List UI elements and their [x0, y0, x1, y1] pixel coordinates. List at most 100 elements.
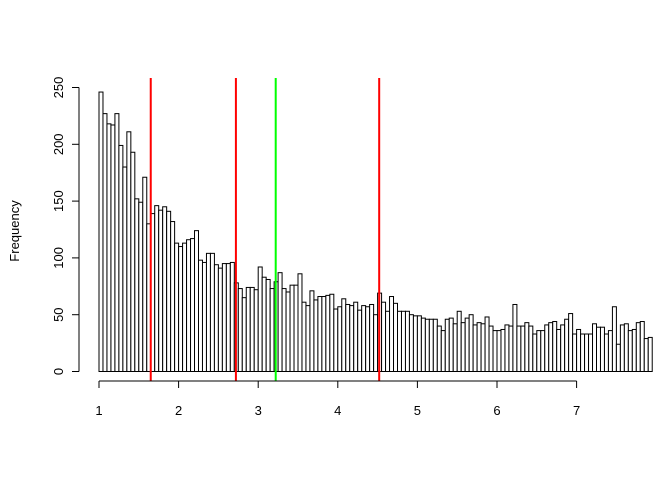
histogram-bar — [166, 210, 172, 372]
x-tick-label: 7 — [573, 403, 580, 418]
histogram-bar — [516, 325, 522, 372]
histogram-bar — [464, 317, 470, 372]
histogram-bar — [619, 324, 625, 373]
x-tick-label: 2 — [175, 403, 182, 418]
histogram-bar — [341, 298, 347, 372]
histogram-bar — [186, 239, 192, 372]
histogram-bar — [289, 284, 295, 372]
histogram-bar — [313, 299, 319, 372]
histogram-bar — [182, 242, 188, 372]
histogram-bar — [584, 333, 590, 373]
histogram-bar — [381, 301, 387, 373]
histogram-bar — [452, 323, 458, 373]
y-axis-title: Frequency — [7, 200, 22, 262]
histogram-bar — [253, 289, 259, 372]
x-tick-label: 6 — [493, 403, 500, 418]
histogram-bar — [568, 313, 574, 372]
y-tick-label: 100 — [51, 247, 66, 269]
histogram-bar — [118, 144, 124, 372]
histogram-bar — [576, 328, 582, 372]
x-tick-label: 4 — [334, 403, 341, 418]
histogram-bar — [623, 323, 629, 373]
histogram-bar — [337, 306, 343, 372]
histogram-bar — [198, 259, 203, 373]
histogram-bar — [269, 288, 275, 373]
histogram-bar — [631, 328, 637, 372]
histogram-bar — [520, 325, 526, 372]
histogram-bar — [154, 205, 160, 372]
histogram-bar — [397, 310, 402, 373]
histogram-bar — [448, 317, 454, 372]
histogram-bar — [440, 330, 446, 373]
histogram-bar — [217, 267, 223, 372]
histogram-bar — [460, 322, 466, 372]
histogram-bar — [480, 323, 486, 373]
histogram-bar — [98, 91, 104, 372]
histogram-bar — [552, 321, 558, 372]
histogram-bar — [178, 246, 184, 372]
histogram-bar — [369, 303, 375, 373]
histogram-bar — [416, 315, 422, 372]
histogram-bar — [588, 333, 594, 373]
histogram-bar — [436, 325, 442, 372]
histogram-bar — [265, 278, 271, 373]
histogram-bar — [293, 284, 299, 372]
histogram-bar — [361, 305, 367, 372]
histogram-bar — [309, 290, 315, 372]
histogram-bar — [599, 326, 605, 373]
histogram-bar — [412, 315, 418, 372]
histogram-bar — [209, 252, 215, 372]
histogram-bar — [281, 288, 287, 373]
histogram-bar — [500, 328, 506, 372]
histogram-bar — [484, 316, 490, 372]
histogram-bar — [321, 296, 327, 372]
y-tick-label: 50 — [51, 307, 66, 321]
histogram-bar — [424, 318, 430, 372]
histogram-bar — [221, 263, 227, 372]
histogram-bar — [158, 209, 164, 372]
histogram-bar — [205, 252, 211, 372]
x-axis: 1 2 3 4 5 6 7 — [95, 380, 580, 418]
histogram-bar — [257, 266, 263, 372]
histogram-bar — [385, 310, 391, 373]
histogram-bar — [305, 305, 311, 372]
histogram-bar — [603, 333, 609, 373]
histogram-bar — [122, 166, 128, 372]
histogram-bar — [572, 333, 578, 373]
histogram-bar — [548, 322, 554, 372]
histogram-bar — [138, 201, 144, 372]
histogram-bar — [277, 272, 283, 373]
histogram-bar — [285, 291, 291, 373]
histogram-bar — [456, 310, 462, 373]
histogram-bar — [635, 322, 641, 372]
histogram-bar — [389, 296, 395, 372]
histogram-bar — [540, 330, 546, 373]
histogram-bar — [106, 123, 112, 372]
histogram-bar — [194, 230, 200, 372]
histogram-bar — [126, 131, 132, 372]
histogram-bar — [504, 324, 510, 373]
histogram-bar — [564, 318, 570, 372]
histogram-bar — [647, 336, 653, 373]
x-tick-label: 5 — [414, 403, 421, 418]
histogram-bar — [444, 318, 450, 372]
histogram-bar — [245, 286, 251, 372]
histogram-bar — [134, 198, 140, 372]
histogram-bar — [329, 293, 335, 372]
histogram-bar — [432, 318, 438, 372]
histogram-bar — [114, 113, 120, 372]
x-tick-label: 1 — [95, 403, 102, 418]
histogram-bar — [528, 325, 534, 372]
histogram-bar — [162, 206, 168, 372]
histogram-bar — [596, 326, 601, 373]
histogram-bar — [249, 286, 255, 372]
histogram-bar — [404, 310, 410, 373]
histogram-bar — [333, 308, 339, 372]
reference-lines — [149, 78, 381, 381]
histogram-bar — [110, 124, 116, 372]
histogram-bar — [357, 309, 363, 373]
histogram-bar — [241, 297, 247, 372]
histogram-bars — [98, 91, 653, 373]
y-tick-label: 0 — [51, 368, 66, 375]
